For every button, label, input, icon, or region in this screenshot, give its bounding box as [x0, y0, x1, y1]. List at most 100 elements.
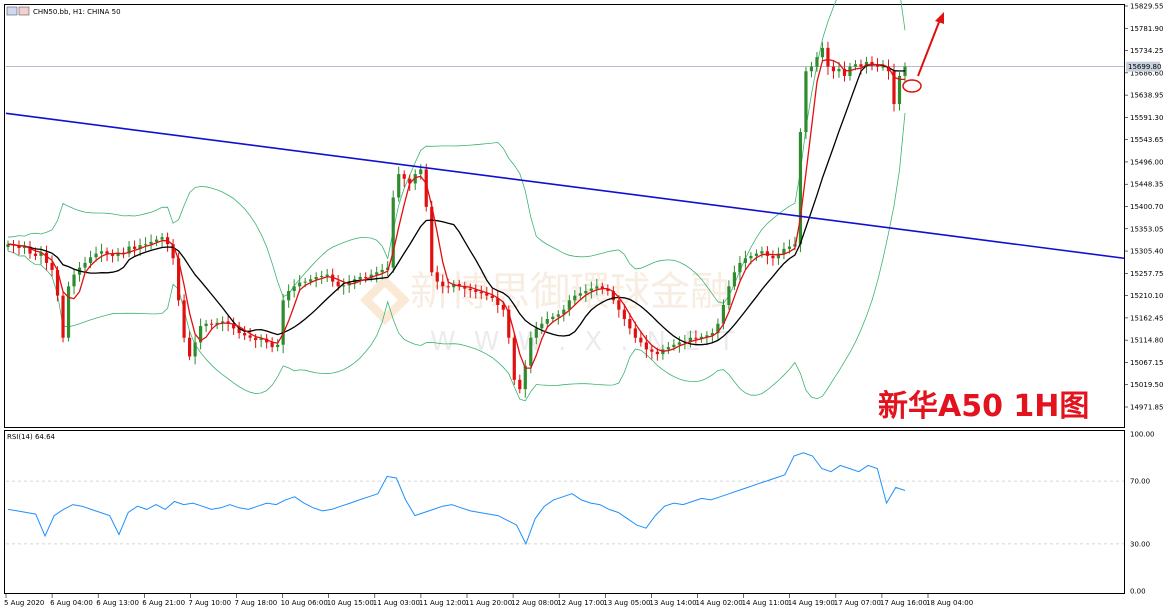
candle-body [859, 64, 863, 67]
candle-body [457, 283, 461, 287]
candle-body [61, 295, 65, 338]
watermark-logo [360, 275, 410, 325]
candle-body [105, 251, 109, 254]
candle-body [176, 258, 181, 301]
candle-body [452, 283, 456, 288]
trendline [5, 112, 1125, 260]
price-tick-label: 15067.15 [1130, 359, 1163, 367]
time-tick-label: 6 Aug 04:00 [50, 599, 93, 607]
candle-body [28, 246, 32, 254]
candle-body [639, 337, 643, 343]
candle-body [523, 365, 527, 390]
candle-body [782, 248, 786, 254]
candle-body [397, 174, 401, 198]
price-tick-label: 15400.70 [1130, 203, 1163, 211]
candle-body [325, 274, 329, 277]
candle-body [292, 286, 296, 291]
candle-body [446, 286, 450, 288]
candle-body [430, 206, 434, 273]
candle-body [556, 314, 560, 317]
candle-body [611, 290, 615, 301]
candle-body [298, 282, 302, 287]
candle-body [33, 253, 38, 256]
candle-body [441, 281, 445, 287]
candle-body [485, 293, 489, 296]
symbol-header: CHN50.bb, H1: CHINA 50 [33, 8, 121, 16]
candle-body [149, 241, 153, 245]
candle-body [578, 293, 582, 296]
rsi-level-label: 100.00 [1130, 431, 1155, 439]
candle-body [826, 47, 830, 67]
candle-body [749, 255, 753, 259]
time-tick-label: 18 Aug 04:00 [926, 599, 973, 607]
candle-body [540, 323, 544, 329]
candle-body [358, 276, 362, 280]
candle-body [83, 262, 87, 268]
candle-body [375, 272, 379, 275]
candle-body [600, 286, 604, 289]
candle-body [413, 174, 417, 184]
current-price-label: 15699.80 [1128, 63, 1161, 71]
price-tick-label: 15257.75 [1130, 270, 1163, 278]
candle-body [463, 286, 467, 289]
candle-body [6, 244, 10, 248]
candle-body [66, 286, 71, 338]
price-tick-label: 14971.85 [1130, 404, 1163, 412]
candle-body [633, 328, 637, 338]
candle-body [121, 252, 126, 254]
candle-body [529, 337, 533, 366]
candle-body [44, 252, 49, 263]
candle-body [259, 338, 263, 341]
rsi-level-label: 70.00 [1130, 478, 1150, 486]
time-tick-label: 5 Aug 2020 [4, 599, 44, 607]
candle-body [204, 323, 208, 327]
rsi-line [7, 452, 906, 546]
candle-body [232, 323, 236, 329]
candle-body [237, 328, 241, 334]
candle-body [716, 323, 720, 334]
candle-body [138, 245, 142, 249]
price-tick-label: 15114.80 [1130, 337, 1163, 345]
candle-body [710, 333, 714, 336]
candle-body [336, 281, 340, 287]
candle-body [562, 309, 566, 315]
candle-body [221, 321, 225, 323]
time-tick-label: 7 Aug 10:00 [188, 599, 231, 607]
candle-body [507, 309, 511, 338]
candle-body [303, 281, 307, 283]
candle-body [820, 47, 825, 58]
candle-body [468, 288, 472, 291]
candle-body [551, 316, 555, 320]
highlight-circle [902, 79, 922, 93]
price-axis: 15829.55 15781.90 15734.25 15686.60 15638.95… [6, 3, 1163, 412]
time-tick-label: 11 Aug 03:00 [373, 599, 420, 607]
candle-body [842, 68, 847, 76]
price-tick-label: 15210.10 [1130, 292, 1163, 300]
time-tick-label: 11 Aug 20:00 [465, 599, 512, 607]
candle-body [622, 309, 626, 320]
candle-body [314, 276, 318, 280]
candle-body [72, 274, 76, 287]
candle-body [210, 323, 214, 325]
candle-body [380, 269, 384, 273]
candle-body [419, 169, 423, 175]
candle-body [628, 319, 632, 329]
candle-body [754, 253, 759, 256]
candle-body [391, 197, 395, 268]
candle-body [705, 335, 709, 337]
rsi-layer [7, 452, 906, 546]
trendline-layer [5, 112, 1125, 260]
main-panel-frame [4, 4, 1125, 428]
candle-body [199, 326, 203, 343]
candle-body [479, 291, 483, 294]
candle-body [738, 262, 742, 273]
candle-body [160, 237, 164, 240]
candle-body [132, 246, 137, 249]
candle-body [402, 174, 406, 179]
candle-body [110, 253, 115, 256]
candle-body [787, 246, 792, 249]
time-tick-label: 12 Aug 08:00 [511, 599, 558, 607]
candle-body [243, 333, 247, 336]
candle-body [853, 64, 858, 67]
candle-body [331, 274, 335, 282]
